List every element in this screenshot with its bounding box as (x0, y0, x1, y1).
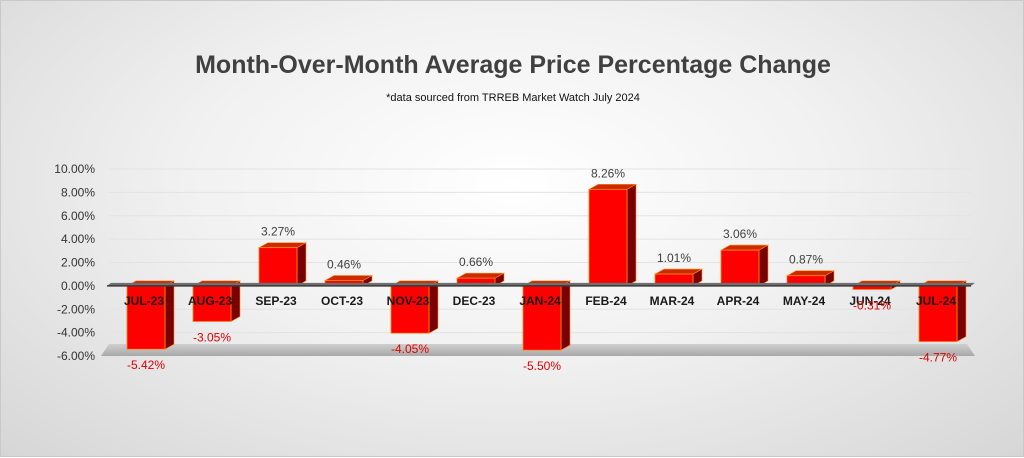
y-tick-label: -4.00% (57, 326, 95, 340)
bar-top (653, 268, 704, 275)
y-tick-label: -2.00% (57, 302, 95, 316)
category-label: JUL-24 (916, 294, 956, 308)
data-label: 0.66% (459, 255, 493, 269)
data-label: 8.26% (591, 166, 625, 180)
bar (785, 270, 836, 287)
bar (917, 280, 968, 343)
gridlines (109, 168, 971, 334)
chart-title: Month-Over-Month Average Price Percentag… (195, 51, 831, 79)
category-label: NOV-23 (387, 294, 430, 308)
category-label: AUG-23 (188, 294, 232, 308)
y-tick-label: 8.00% (61, 185, 95, 199)
data-label: 3.06% (723, 227, 757, 241)
bar-side (164, 280, 175, 350)
data-label: -5.42% (127, 358, 165, 372)
bar-top (323, 275, 374, 281)
category-label: JUL-23 (124, 294, 164, 308)
data-label: 1.01% (657, 251, 691, 265)
category-label: APR-24 (717, 294, 760, 308)
bar-front (720, 249, 760, 287)
bar (125, 280, 176, 350)
chart-subtitle: *data sourced from TRREB Market Watch Ju… (386, 92, 640, 104)
y-axis: 10.00% 8.00% 6.00% 4.00% 2.00% 0.00% -2.00% -4.… (54, 162, 95, 363)
x-axis-categories: JUL-23 AUG-23 SEP-23 OCT-23 NOV-23 DEC-23 JAN-… (124, 294, 956, 308)
bar-side (626, 183, 637, 287)
bar-side (230, 280, 241, 323)
data-label: -5.50% (523, 359, 561, 373)
bar-top (587, 184, 638, 190)
category-label: MAY-24 (783, 294, 826, 308)
category-label: JAN-24 (519, 294, 561, 308)
bar-side (428, 280, 439, 334)
category-label: SEP-23 (255, 294, 297, 308)
bar-side (758, 244, 769, 287)
bar-front (522, 285, 562, 351)
bar-top (785, 270, 836, 277)
category-label: DEC-23 (453, 294, 496, 308)
data-label: -3.05% (193, 331, 231, 345)
y-tick-label: 6.00% (61, 209, 95, 223)
bar-side (296, 242, 307, 287)
category-label: OCT-23 (321, 294, 363, 308)
zero-axis (107, 282, 975, 287)
bar-front (588, 188, 628, 287)
category-label: MAR-24 (650, 294, 695, 308)
y-tick-label: -6.00% (57, 349, 95, 363)
y-tick-label: 10.00% (54, 162, 95, 176)
bar-side (560, 280, 571, 351)
data-label: -4.77% (919, 351, 957, 365)
bar-top (719, 244, 770, 251)
bar (587, 183, 638, 287)
y-tick-label: 4.00% (61, 232, 95, 246)
data-label: -0.31% (853, 298, 891, 312)
data-label: 0.46% (327, 257, 361, 271)
data-label: -4.05% (391, 342, 429, 356)
bar (653, 268, 704, 287)
category-label: FEB-24 (585, 294, 627, 308)
bar (191, 280, 242, 323)
category-label: JUN-24 (849, 294, 891, 308)
data-labels: -5.42% -3.05% 3.27% 0.46% -4.05% 0.66% -5.50% 8… (127, 166, 957, 373)
y-tick-label: 2.00% (61, 256, 95, 270)
y-tick-label: 0.00% (61, 279, 95, 293)
bar-side (956, 280, 967, 343)
bars (125, 183, 968, 351)
bar (521, 280, 572, 351)
bar (257, 242, 308, 287)
bar-front (918, 285, 958, 343)
bar (719, 244, 770, 287)
data-label: 0.87% (789, 253, 823, 267)
data-label: 3.27% (261, 225, 295, 239)
bar-front (126, 285, 166, 350)
bar-top (455, 272, 506, 279)
bar-top (257, 242, 308, 248)
bar-front (258, 247, 298, 287)
